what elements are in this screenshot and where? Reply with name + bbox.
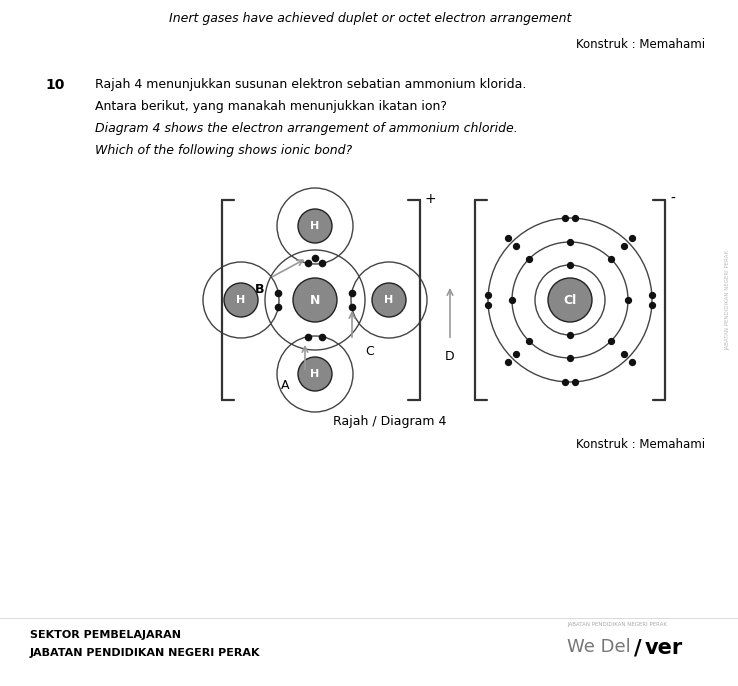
Point xyxy=(605,335,617,346)
Text: Konstruk : Memahami: Konstruk : Memahami xyxy=(576,438,705,451)
Point xyxy=(646,300,658,311)
Text: H: H xyxy=(236,295,246,305)
Point xyxy=(503,356,514,367)
Text: Rajah 4 menunjukkan susunan elektron sebatian ammonium klorida.: Rajah 4 menunjukkan susunan elektron seb… xyxy=(95,78,526,91)
Point xyxy=(316,331,328,342)
Point xyxy=(618,240,630,251)
Point xyxy=(510,349,522,360)
Text: D: D xyxy=(445,350,455,363)
Point xyxy=(302,257,314,268)
Point xyxy=(605,254,617,265)
Text: /: / xyxy=(634,638,641,658)
Point xyxy=(482,289,494,300)
Point xyxy=(559,377,571,388)
Point xyxy=(564,259,576,270)
Point xyxy=(482,300,494,311)
Point xyxy=(646,289,658,300)
Point xyxy=(626,233,638,244)
Circle shape xyxy=(548,278,592,322)
Text: JABATAN PENDIDIKAN NEGERI PERAK: JABATAN PENDIDIKAN NEGERI PERAK xyxy=(567,622,667,627)
Text: A: A xyxy=(280,379,289,392)
Text: B: B xyxy=(255,283,265,296)
Point xyxy=(564,329,576,340)
Text: Which of the following shows ionic bond?: Which of the following shows ionic bond? xyxy=(95,144,352,157)
Point xyxy=(346,287,358,298)
Text: H: H xyxy=(384,295,393,305)
Point xyxy=(272,302,284,313)
Point xyxy=(272,287,284,298)
Text: C: C xyxy=(365,345,374,358)
Text: 10: 10 xyxy=(45,78,64,92)
Text: N: N xyxy=(310,294,320,307)
Text: SEKTOR PEMBELAJARAN: SEKTOR PEMBELAJARAN xyxy=(30,630,181,640)
Text: Antara berikut, yang manakah menunjukkan ikatan ion?: Antara berikut, yang manakah menunjukkan… xyxy=(95,100,447,113)
Point xyxy=(618,349,630,360)
Point xyxy=(626,356,638,367)
Text: JABATAN PENDIDIKAN NEGERI PERAK: JABATAN PENDIDIKAN NEGERI PERAK xyxy=(30,648,261,658)
Text: +: + xyxy=(425,192,437,206)
Point xyxy=(523,335,535,346)
Point xyxy=(309,252,321,263)
Text: H: H xyxy=(311,221,320,231)
Text: JABATAN PENDIDIKAN NEGERI PERAK: JABATAN PENDIDIKAN NEGERI PERAK xyxy=(725,250,731,350)
Point xyxy=(622,294,634,305)
Point xyxy=(346,302,358,313)
Text: Inert gases have achieved duplet or octet electron arrangement: Inert gases have achieved duplet or octe… xyxy=(169,12,571,25)
Text: We Del: We Del xyxy=(567,638,631,656)
Text: Rajah / Diagram 4: Rajah / Diagram 4 xyxy=(334,415,446,428)
Point xyxy=(510,240,522,251)
Point xyxy=(569,377,581,388)
Point xyxy=(523,254,535,265)
Point xyxy=(503,233,514,244)
Point xyxy=(564,353,576,364)
Text: H: H xyxy=(311,369,320,379)
Text: Cl: Cl xyxy=(563,294,576,307)
Point xyxy=(564,237,576,248)
Circle shape xyxy=(372,283,406,317)
Circle shape xyxy=(298,209,332,243)
Circle shape xyxy=(293,278,337,322)
Point xyxy=(316,257,328,268)
Circle shape xyxy=(298,357,332,391)
Text: Konstruk : Memahami: Konstruk : Memahami xyxy=(576,38,705,51)
Point xyxy=(506,294,518,305)
Text: ver: ver xyxy=(645,638,683,658)
Circle shape xyxy=(224,283,258,317)
Text: Diagram 4 shows the electron arrangement of ammonium chloride.: Diagram 4 shows the electron arrangement… xyxy=(95,122,518,135)
Point xyxy=(302,331,314,342)
Text: -: - xyxy=(670,192,675,206)
Point xyxy=(559,213,571,224)
Point xyxy=(569,213,581,224)
